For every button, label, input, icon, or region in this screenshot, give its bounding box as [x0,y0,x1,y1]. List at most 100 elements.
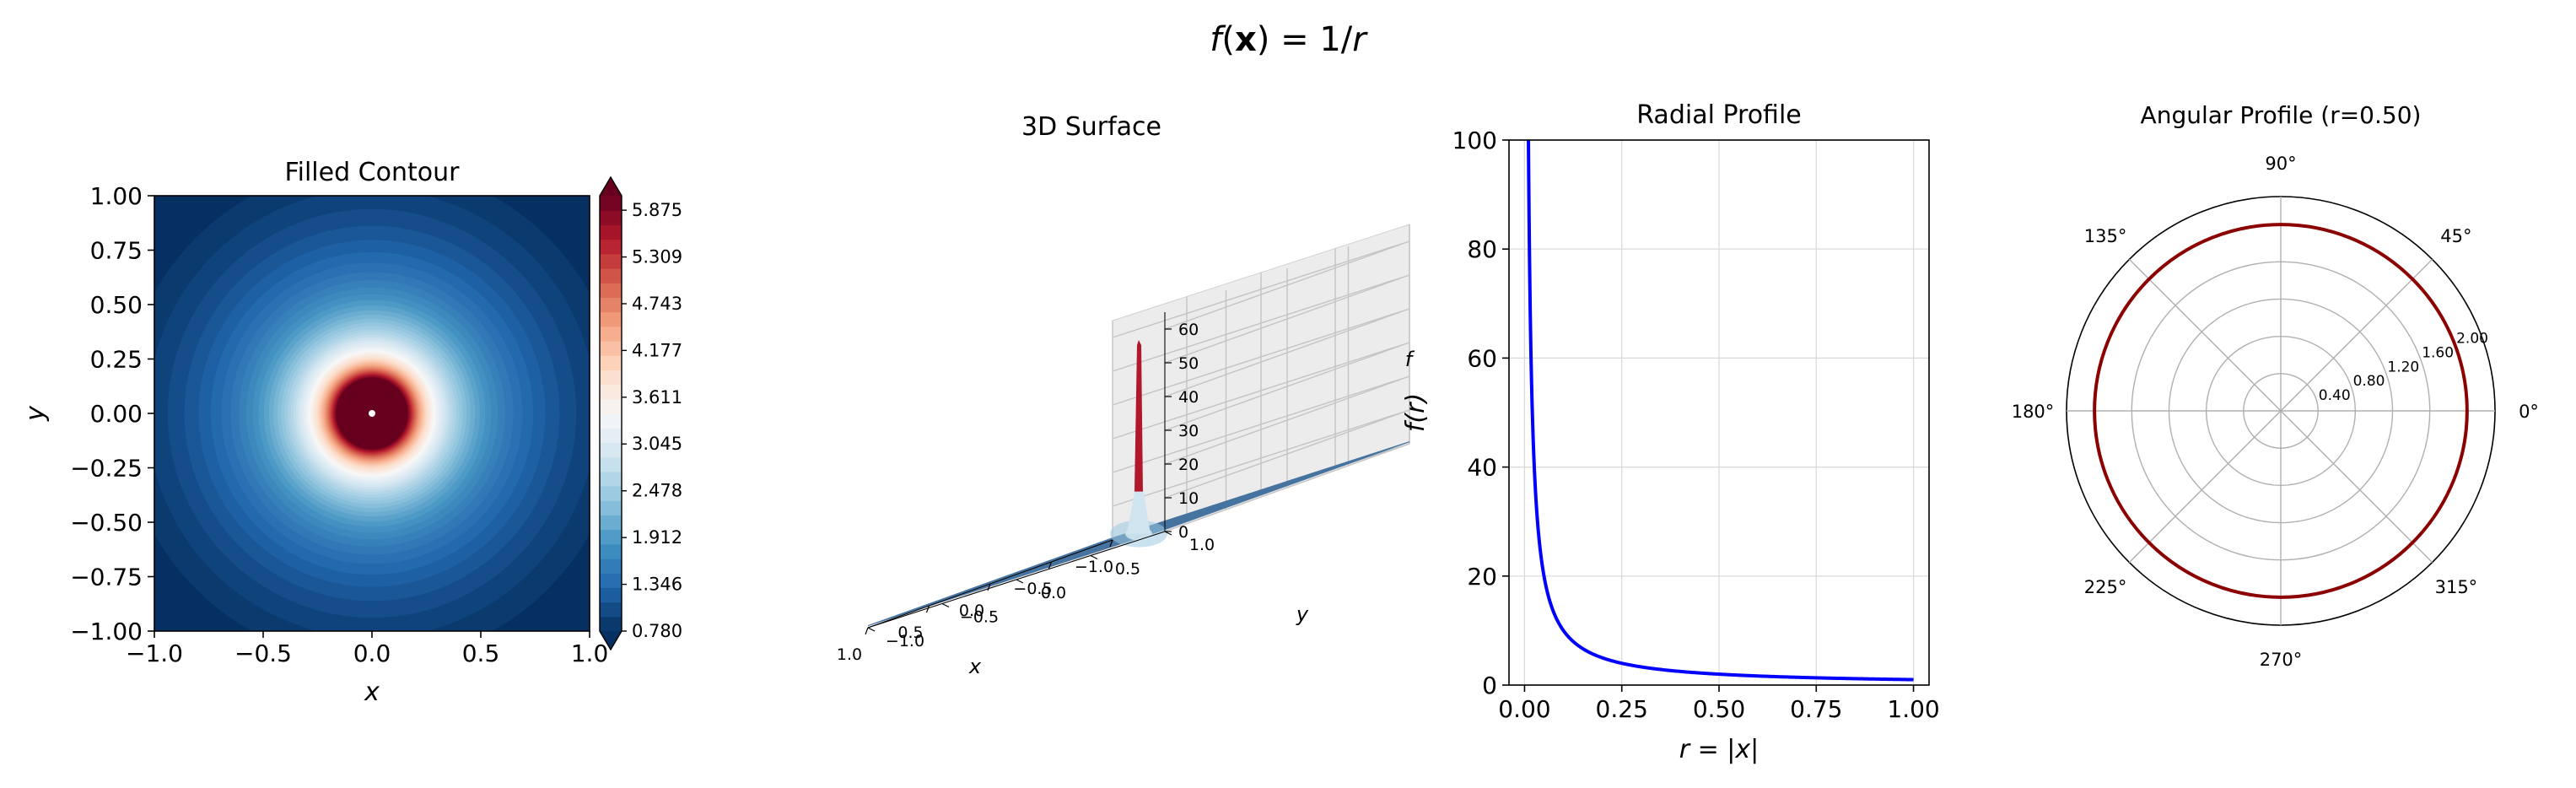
surface-grid-line [1112,240,1410,338]
radial-y-tick-label: 0 [1482,672,1497,699]
radial-y-tick-label: 40 [1467,454,1497,482]
surface-x-axis-line [867,539,1113,629]
surface-x-tick [1048,561,1053,569]
radial-y-tick-label: 60 [1467,344,1497,372]
colorbar-tick-label: 5.875 [632,200,682,220]
colorbar-tick-label: 1.912 [632,527,682,548]
polar-r-tick-label: 2.00 [2456,331,2488,348]
radial-x-tick-label: 1.00 [1887,695,1939,723]
surface-axes: 0102030405060−1.0−0.50.00.51.0−1.0−0.50.… [837,224,1415,678]
contour-y-tick-label: 0.75 [90,237,143,265]
colorbar-segment [600,326,622,342]
surface-x-tick-label: 1.0 [837,645,862,664]
surface-grid-line [1112,409,1410,507]
surface-grid-line [1112,342,1410,440]
contour-x-tick-label: 0.5 [462,640,500,667]
colorbar-segment [600,616,622,632]
contour-panel: Filled Contour −1.0 −0.5 0.0 0.5 1.0 1.00 0.7… [21,158,682,707]
colorbar-segment [600,515,622,531]
colorbar-tick-label: 1.346 [632,575,682,595]
polar-theta-gridline [2280,258,2433,412]
polar-r-tick-label: 1.60 [2422,344,2454,361]
colorbar-segment [600,587,622,603]
figure-suptitle: f(x) = 1/r [1210,20,1368,59]
surface-x-tick [925,605,930,613]
colorbar-segment [600,500,622,515]
surface-panel: 3D Surface 0102030405060−1.0−0.50.00.51.… [837,112,1415,678]
colorbar-tick-label: 5.309 [632,247,682,267]
contour-y-tick-label: −0.25 [70,455,143,483]
contour-y-tick-label: 0.50 [90,291,143,319]
contour-fill [154,196,590,631]
polar-theta-gridline [2128,258,2282,412]
contour-y-axis: 1.00 0.75 0.50 0.25 0.00 −0.25 −0.50 −0.75 −1.00 [70,182,154,645]
polar-theta-label: 225° [2084,577,2127,597]
surface-z-tick-label: 0 [1178,523,1188,542]
colorbar-segment [600,297,622,313]
contour-x-tick-label: 0.0 [353,640,391,667]
surface-y-tick-label: −0.5 [960,608,999,627]
colorbar-segment [600,283,622,298]
colorbar-tick-label: 4.177 [632,340,682,360]
colorbar-segment [600,196,622,211]
colorbar-segment [600,224,622,240]
colorbar-segment [600,602,622,618]
surface-z-label: f [1405,348,1415,371]
radial-y-label: f(r) [1401,393,1431,432]
surface-mesh-line [1164,441,1410,530]
contour-title: Filled Contour [285,158,461,187]
contour-y-tick-label: −1.00 [70,618,143,645]
polar-r-tick-label: 0.40 [2319,387,2351,404]
surface-mesh-line [1134,451,1380,540]
surface-y-axis-line [867,531,1166,629]
contour-x-tick-label: −0.5 [234,640,292,667]
surface-x-tick-label: 0.5 [897,623,923,642]
polar-theta-label: 180° [2012,402,2055,422]
radial-title: Radial Profile [1636,100,1801,130]
polar-axes: 0° 45° 90° 135° 180° 225° 270° 315° 0.400.801.20… [2012,154,2539,670]
colorbar: 5.875 5.309 4.743 4.177 3.611 3.045 2.478 1.912… [599,175,682,651]
contour-y-tick-label: 0.00 [90,400,143,428]
colorbar-extend-max [600,177,622,196]
colorbar-segment [600,311,622,327]
radial-x-tick-label: 0.75 [1790,695,1842,723]
surface-x-tick [865,627,869,635]
surface-peak [1134,340,1143,492]
colorbar-segment [600,486,622,501]
surface-x-tick [1109,539,1113,548]
radial-panel: Radial Profile 0.00 0.25 0.50 0.75 1.00 0 20 40… [1401,100,1940,764]
colorbar-segment [600,428,622,443]
colorbar-segment [600,398,622,414]
colorbar-extend-min [600,631,622,650]
surface-y-tick-label: 0.0 [1041,584,1066,602]
surface-x-tick-label: 0.0 [959,602,984,620]
radial-series-line [1527,140,1914,682]
contour-x-axis: −1.0 −0.5 0.0 0.5 1.0 [126,631,608,667]
surface-y-label: y [1296,602,1309,626]
colorbar-segment [600,543,622,559]
polar-title: Angular Profile (r=0.50) [2141,101,2422,129]
surface-grid-line [1112,308,1410,406]
colorbar-tick-label: 2.478 [632,481,682,501]
colorbar-segment [600,413,622,429]
colorbar-segment [600,268,622,283]
surface-y-tick [867,627,876,632]
contour-x-tick-label: −1.0 [126,640,183,667]
surface-y-tick-label: 0.5 [1115,560,1140,579]
surface-mesh-line [1150,445,1395,535]
surface-x-tick [987,583,991,591]
colorbar-tick-label: 4.743 [632,294,682,314]
surface-y-tick [1016,579,1024,584]
colorbar-segment [600,210,622,225]
surface-z-tick-label: 20 [1178,456,1199,474]
surface-y-tick-label: 1.0 [1189,536,1215,554]
polar-theta-label: 0° [2519,402,2539,422]
contour-center-marker [369,410,375,417]
contour-y-tick-label: −0.75 [70,564,143,591]
radial-y-tick-label: 20 [1467,563,1497,591]
radial-y-tick-label: 100 [1452,127,1497,154]
radial-x-label: r = |x| [1679,735,1760,764]
contour-y-tick-label: −0.50 [70,509,143,537]
radial-grid [1509,139,1929,686]
